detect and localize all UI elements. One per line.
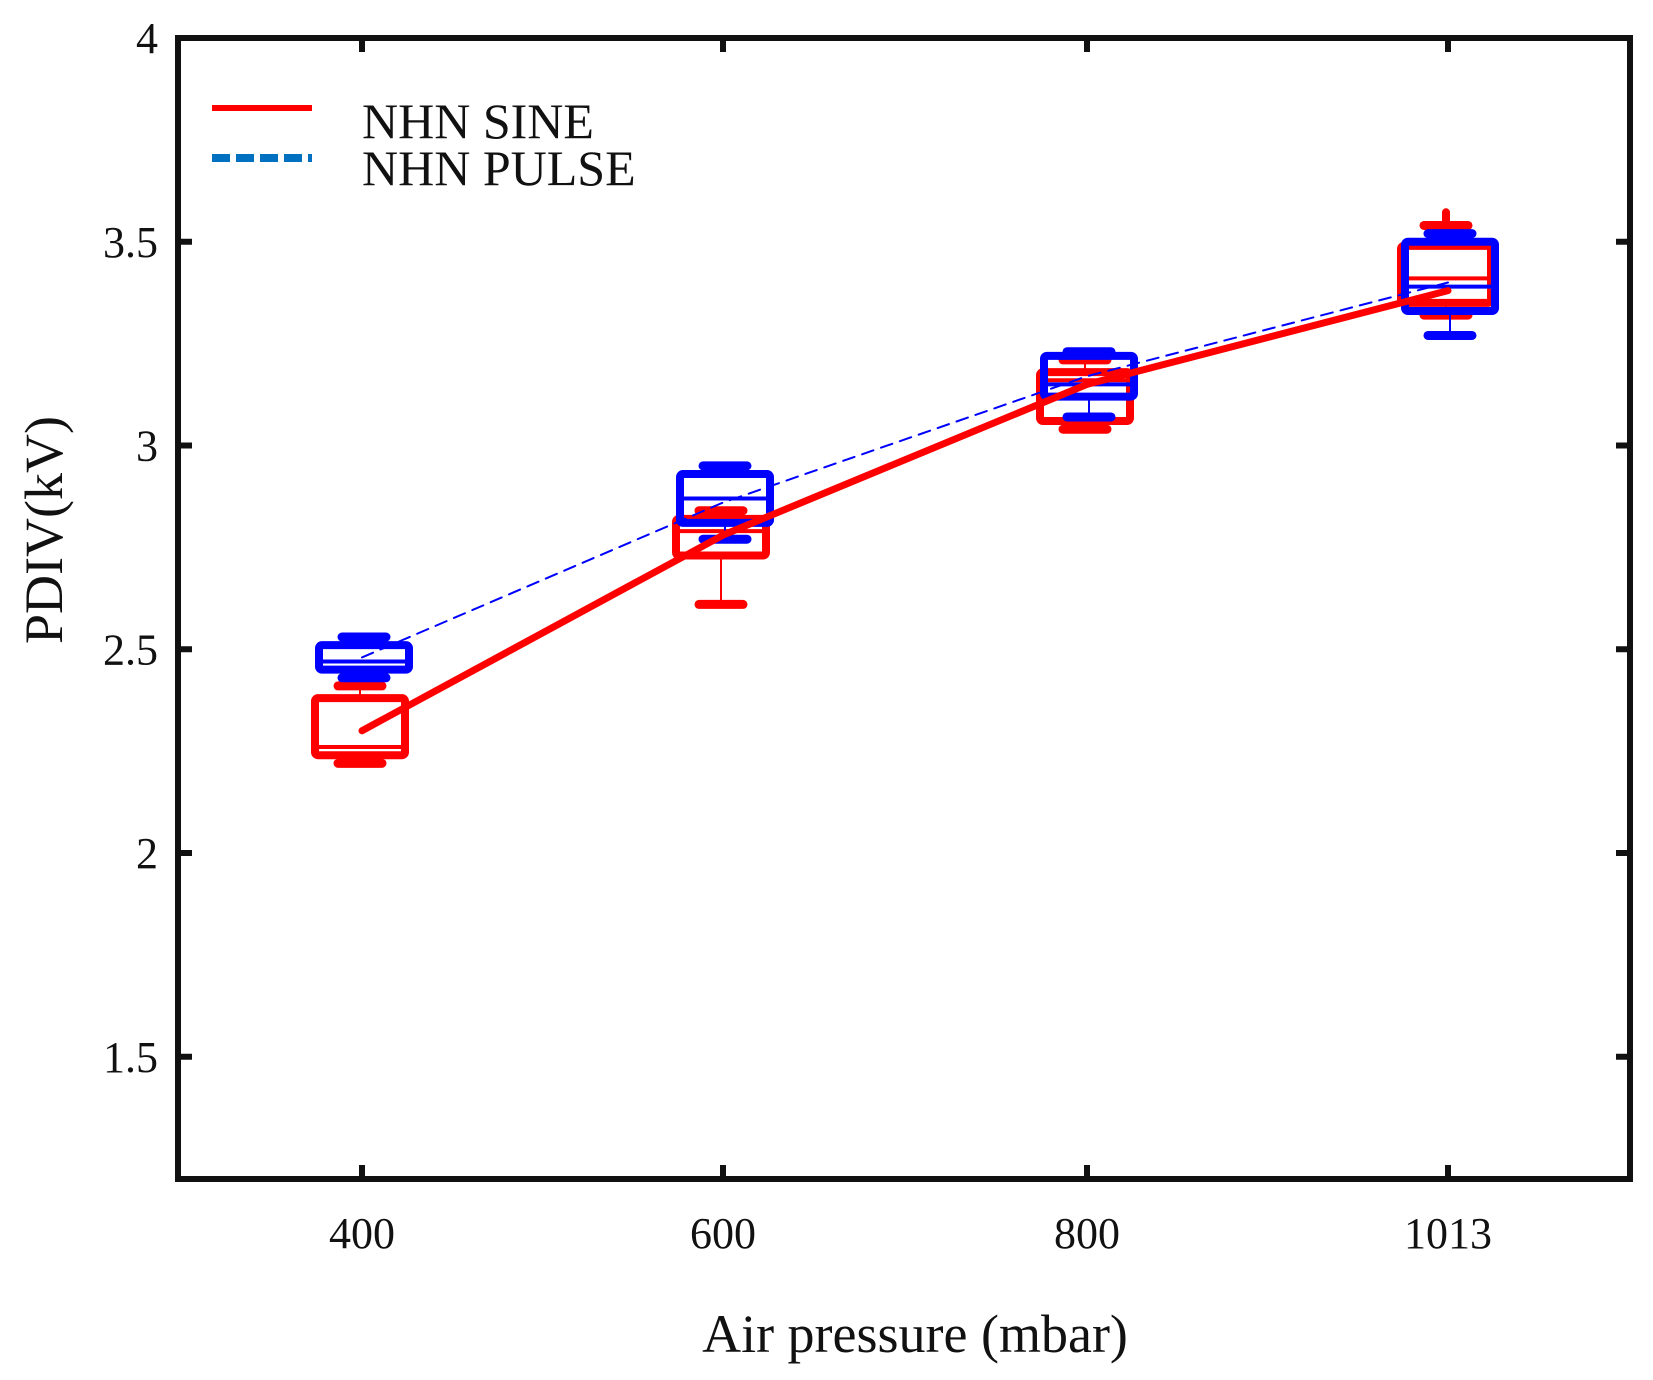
- box-iqr: [311, 694, 409, 760]
- legend-label-nhn-sine: NHN SINE: [362, 93, 594, 149]
- y-tick-label: 3: [136, 422, 158, 471]
- box-iqr: [315, 641, 413, 674]
- x-axis-title: Air pressure (mbar): [702, 1304, 1128, 1364]
- y-tick-label: 1.5: [103, 1033, 158, 1082]
- y-tick-label: 2.5: [103, 625, 158, 674]
- legend-label-nhn-pulse: NHN PULSE: [362, 140, 636, 196]
- box-iqr: [672, 514, 770, 560]
- box-iqr: [1401, 237, 1499, 316]
- series-layer: [311, 208, 1499, 768]
- box-iqr: [1040, 351, 1138, 401]
- box-group-nhn-sine: [311, 208, 1495, 768]
- series-line-nhn-pulse: [361, 281, 1449, 659]
- y-tick-label: 2: [136, 829, 158, 878]
- box-group-nhn-pulse: [315, 229, 1499, 683]
- y-tick-label: 4: [136, 14, 158, 63]
- y-axis-title: PDIV(kV): [14, 416, 74, 644]
- plot-frame: [175, 35, 1633, 1182]
- series-line-nhn-sine: [358, 287, 1452, 735]
- x-tick-label: 400: [329, 1209, 395, 1258]
- x-tick-label: 800: [1054, 1209, 1120, 1258]
- x-tick-label: 600: [690, 1209, 756, 1258]
- x-tick-label: 1013: [1404, 1209, 1492, 1258]
- axis-ticks: [178, 35, 1630, 1179]
- axis-labels: 1.5 2 2.5 3 3.5 4 400 600 800 1013: [103, 14, 1492, 1258]
- y-tick-label: 3.5: [103, 218, 158, 267]
